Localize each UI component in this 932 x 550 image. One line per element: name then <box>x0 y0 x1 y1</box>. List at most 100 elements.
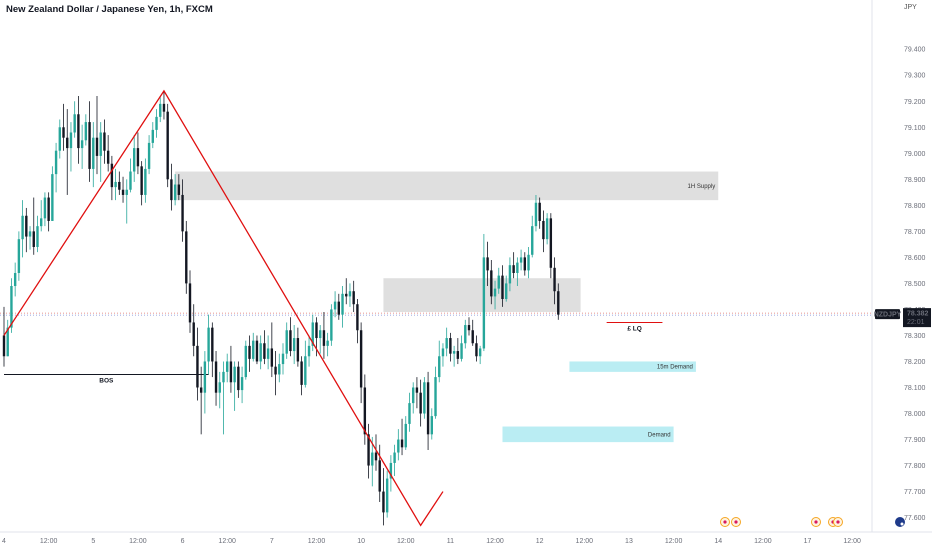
candle-body <box>80 140 84 149</box>
currency-badge[interactable]: JPY <box>904 4 917 11</box>
candle-body <box>218 382 221 393</box>
price-tick-label: 78.000 <box>904 411 926 418</box>
price-tick-label: 78.800 <box>904 203 926 210</box>
candle-body <box>475 343 478 357</box>
candle-body <box>118 181 121 190</box>
candle-body <box>497 275 500 289</box>
candle-body <box>144 168 147 195</box>
time-tick-label: 7 <box>270 538 274 545</box>
candle-body <box>248 345 251 359</box>
candle-body <box>404 423 407 448</box>
candle-body <box>296 338 300 362</box>
time-tick-label: 5 <box>91 538 95 545</box>
price-tick-label: 79.400 <box>904 47 926 54</box>
candle-body <box>456 351 460 359</box>
candle-body <box>385 478 389 513</box>
candle-body <box>155 116 158 130</box>
time-tick-label: 12 <box>536 538 544 545</box>
price-tick-label: 78.900 <box>904 177 926 184</box>
candle-body <box>478 348 482 357</box>
candle-body <box>133 148 136 172</box>
candle-body <box>501 275 504 300</box>
candle-body <box>32 231 35 247</box>
price-tick-label: 79.300 <box>904 73 926 80</box>
symbol-tag-label: NZDJPY <box>874 312 902 319</box>
candle-body <box>106 150 110 164</box>
time-tick-label: 11 <box>447 538 454 545</box>
price-tick-label: 79.000 <box>904 151 926 158</box>
candle-body <box>285 330 288 354</box>
candle-body <box>278 364 281 375</box>
candle-body <box>140 166 143 195</box>
candle-body <box>557 291 560 315</box>
candle-body <box>393 452 396 463</box>
candle-body <box>341 293 344 315</box>
candle-body <box>13 273 17 287</box>
candle-body <box>549 218 553 268</box>
candle-body <box>237 366 240 391</box>
candle-body <box>408 403 411 424</box>
candle-body <box>66 137 69 149</box>
candle-body <box>345 293 348 297</box>
candle-body <box>300 361 303 385</box>
candle-body <box>367 434 370 466</box>
candle-body <box>199 387 203 393</box>
candle-body <box>229 361 233 383</box>
time-tick-label: 12:00 <box>665 538 683 545</box>
candle-body <box>21 215 24 240</box>
zone-label: 15m Demand <box>657 365 693 371</box>
candle-body <box>255 340 259 362</box>
time-tick-label: 12:00 <box>486 538 504 545</box>
time-tick-label: 14 <box>714 538 722 545</box>
time-tick-label: 12:00 <box>754 538 772 545</box>
candle-body <box>493 288 497 297</box>
candle-body <box>319 330 322 339</box>
price-tick-label: 79.200 <box>904 99 926 106</box>
candle-body <box>77 114 80 149</box>
candle-body <box>10 286 13 328</box>
chart-title: New Zealand Dollar / Japanese Yen, 1h, F… <box>6 4 213 15</box>
candle-body <box>415 387 419 393</box>
zigzag-line <box>3 89 444 527</box>
candle-body <box>177 184 181 195</box>
candle-body <box>553 267 556 292</box>
candle-body <box>6 327 9 357</box>
time-tick-label: 12:00 <box>129 538 147 545</box>
candle-body <box>43 197 47 219</box>
price-tick-label: 78.100 <box>904 385 926 392</box>
price-tick-label: 78.600 <box>904 255 926 262</box>
candle-body <box>542 220 545 240</box>
candle-body <box>103 132 106 151</box>
candle-body <box>307 345 311 357</box>
candle-body <box>203 361 207 393</box>
candle-body <box>419 392 422 414</box>
candle-body <box>73 114 76 133</box>
candle-body <box>516 262 519 273</box>
annotation-label: £ LQ <box>627 325 641 332</box>
candle-body <box>430 416 433 435</box>
candle-body <box>371 452 374 466</box>
candle-body <box>438 356 441 378</box>
candle-body <box>534 202 538 227</box>
candle-body <box>47 197 50 221</box>
candle-body <box>240 377 244 391</box>
candle-body <box>460 343 463 359</box>
candle-body <box>121 189 125 195</box>
candle-body <box>400 439 404 448</box>
candle-body <box>270 348 274 367</box>
candle-body <box>188 283 192 323</box>
zone-supply <box>175 171 719 201</box>
candle-body <box>315 322 318 339</box>
price-tick-label: 77.600 <box>904 515 926 522</box>
event-icon-dot <box>836 520 840 524</box>
time-tick-label: 12:00 <box>843 538 861 545</box>
zone-label: 1H Supply <box>688 184 716 190</box>
candle-body <box>114 181 117 188</box>
candle-body <box>311 322 314 346</box>
candle-body <box>2 335 6 357</box>
candle-body <box>519 257 523 263</box>
candle-body <box>378 460 381 492</box>
time-tick-label: 12:00 <box>308 538 326 545</box>
candle-body <box>471 330 474 344</box>
